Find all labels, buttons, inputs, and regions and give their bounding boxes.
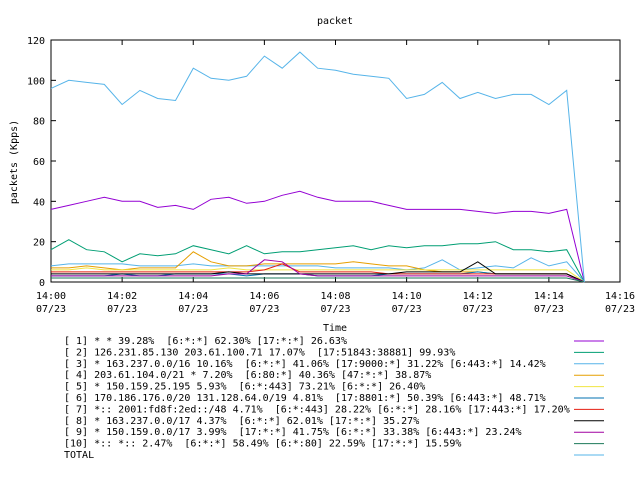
x-tick-time-label: 14:08 — [320, 291, 350, 302]
y-tick-label: 0 — [39, 278, 45, 289]
legend-label-2: [ 2] 126.231.85.130 203.61.100.71 17.07%… — [64, 347, 455, 358]
plot-frame — [50, 39, 621, 283]
y-axis-ticks: 0 20 40 60 80 100 120 — [27, 36, 620, 289]
series-line-3 — [50, 257, 585, 283]
x-tick-time-label: 14:16 — [605, 291, 635, 302]
x-axis-label: Time — [323, 323, 347, 334]
series-line-2 — [50, 239, 585, 283]
x-axis-ticks: 14:00 07/23 14:02 07/23 14:04 07/23 14:06 07/23… — [36, 40, 635, 315]
series-line-8 — [51, 261, 585, 283]
x-tick-date-label: 07/23 — [36, 304, 66, 315]
x-tick-time-label: 14:12 — [463, 291, 493, 302]
series-line-1 — [50, 190, 585, 283]
legend-label-9: [ 9] * 150.159.0.0/17 3.99% [17:*:*] 41.… — [64, 427, 522, 438]
legend-label-10: [10] *:: *:: 2.47% [6:*:*] 58.49% [6:*:8… — [64, 439, 461, 450]
y-tick-label: 20 — [33, 238, 45, 249]
y-tick-label: 60 — [33, 157, 45, 168]
x-tick-time-label: 14:14 — [534, 291, 564, 302]
legend-label-6: [ 6] 170.186.176.0/20 131.128.64.0/19 4.… — [64, 393, 546, 404]
legend-label-4: [ 4] 203.61.104.0/21 * 7.20% [6:80:*] 40… — [64, 370, 431, 381]
y-tick-label: 100 — [27, 76, 45, 87]
x-tick-date-label: 07/23 — [463, 304, 493, 315]
x-tick-time-label: 14:04 — [178, 291, 208, 302]
legend-label-5: [ 5] * 150.159.25.195 5.93% [6:*:443] 73… — [64, 382, 425, 393]
legend-label-7: [ 7] *:: 2001:fd8f:2ed::/48 4.71% [6:*:4… — [64, 404, 570, 415]
x-tick-date-label: 07/23 — [605, 304, 635, 315]
x-tick-date-label: 07/23 — [178, 304, 208, 315]
legend-label-1: [ 1] * * 39.28% [6:*:*] 62.30% [17:*:*] … — [64, 336, 347, 347]
legend: [ 1] * * 39.28% [6:*:*] 62.30% [17:*:*] … — [64, 336, 604, 461]
x-tick-date-label: 07/23 — [249, 304, 279, 315]
series-line-10 — [51, 277, 585, 283]
legend-label-3: [ 3] * 163.237.0.0/16 10.16% [6:*:*] 41.… — [64, 359, 546, 370]
y-axis-label: packets (Kpps) — [9, 120, 20, 204]
x-tick-time-label: 14:02 — [107, 291, 137, 302]
x-tick-time-label: 14:00 — [36, 291, 66, 302]
y-tick-label: 80 — [33, 117, 45, 128]
y-tick-label: 40 — [33, 197, 45, 208]
x-tick-date-label: 07/23 — [320, 304, 350, 315]
x-tick-time-label: 14:10 — [392, 291, 422, 302]
legend-label-8: [ 8] * 163.237.0.0/17 4.37% [6:*:*] 62.0… — [64, 416, 419, 427]
x-tick-date-label: 07/23 — [392, 304, 422, 315]
x-tick-date-label: 07/23 — [107, 304, 137, 315]
y-tick-label: 120 — [27, 36, 45, 47]
x-tick-time-label: 14:06 — [249, 291, 279, 302]
series-line-11 — [50, 51, 585, 283]
series-line-5 — [51, 267, 585, 283]
x-tick-date-label: 07/23 — [534, 304, 564, 315]
legend-label-11: TOTAL — [64, 450, 94, 461]
series-lines — [50, 51, 585, 283]
series-line-9 — [51, 259, 585, 283]
chart-title: packet — [317, 16, 353, 27]
